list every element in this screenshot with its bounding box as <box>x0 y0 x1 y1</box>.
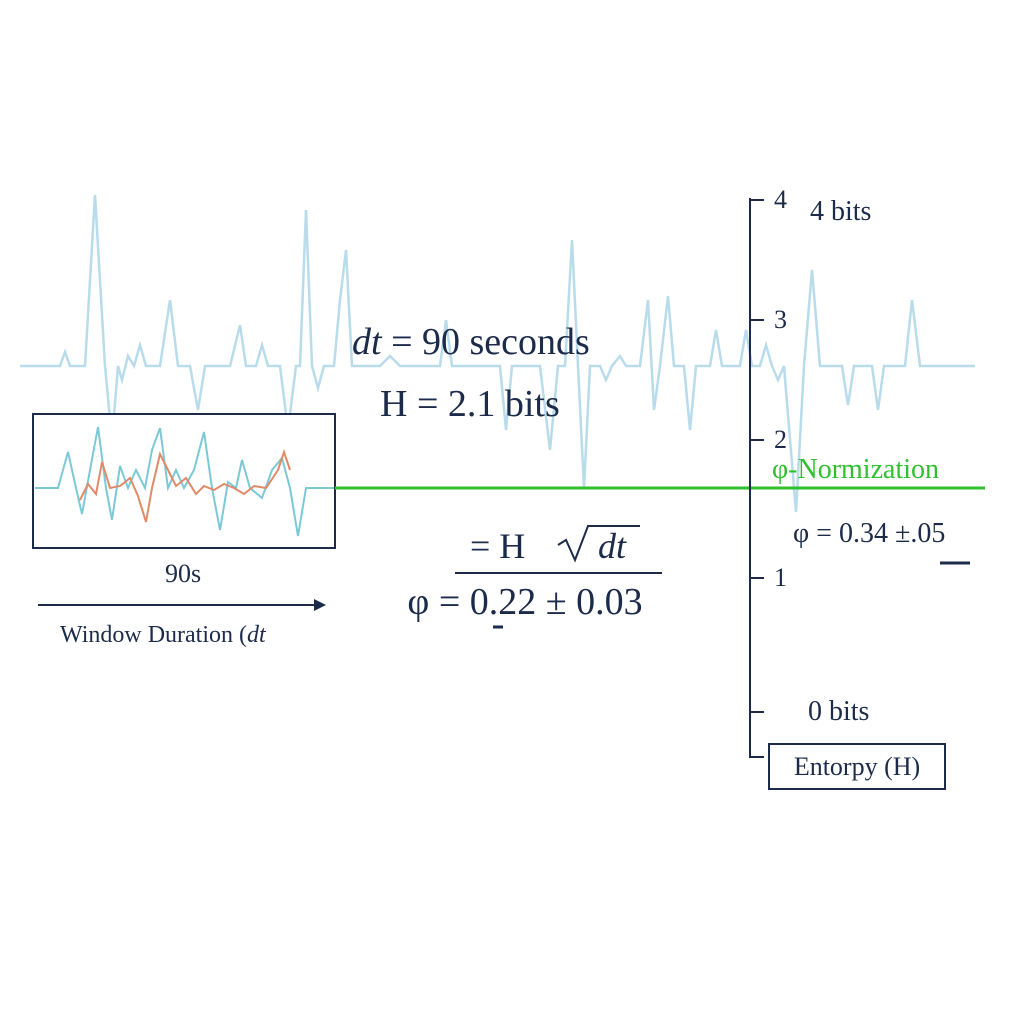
arrow-head <box>314 599 326 611</box>
arrow-label-text: Window Duration ( <box>60 622 247 648</box>
window-annotation: dt = 90 seconds <box>352 321 590 363</box>
inset-waveform-teal <box>35 426 334 537</box>
tick-label: 3 <box>774 305 787 334</box>
background-waveform <box>20 194 975 513</box>
axis-top-label: 4 bits <box>810 196 871 227</box>
arrow-label: Window Duration (dt <box>60 622 267 648</box>
inset-box <box>32 413 336 549</box>
inset-label: 90s <box>165 559 201 588</box>
axis-bottom-label: 0 bits <box>808 696 869 727</box>
formula-result: φ = 0.22 ± 0.03 <box>407 581 642 623</box>
normalization-value: φ = 0.34 ±.05 <box>793 518 945 549</box>
window-variable: dt <box>352 321 383 363</box>
entropy-axis <box>749 198 764 758</box>
formula-root: dt <box>598 526 627 566</box>
sqrt-sign <box>557 525 640 563</box>
entropy-annotation: H = 2.1 bits <box>380 383 560 425</box>
axis-title-box <box>768 743 946 790</box>
tick-label: 4 <box>774 185 787 214</box>
arrow-label-variable: dt <box>247 622 267 648</box>
axis-title: Entorpy (H) <box>794 752 920 781</box>
normalization-label: φ-Normization <box>772 454 939 485</box>
formula-numerator: = H <box>470 526 525 566</box>
inset-waveform-orange <box>79 448 291 523</box>
tick-label: 1 <box>774 563 787 592</box>
tick-label: 2 <box>774 425 787 454</box>
window-text: = 90 seconds <box>391 321 590 363</box>
